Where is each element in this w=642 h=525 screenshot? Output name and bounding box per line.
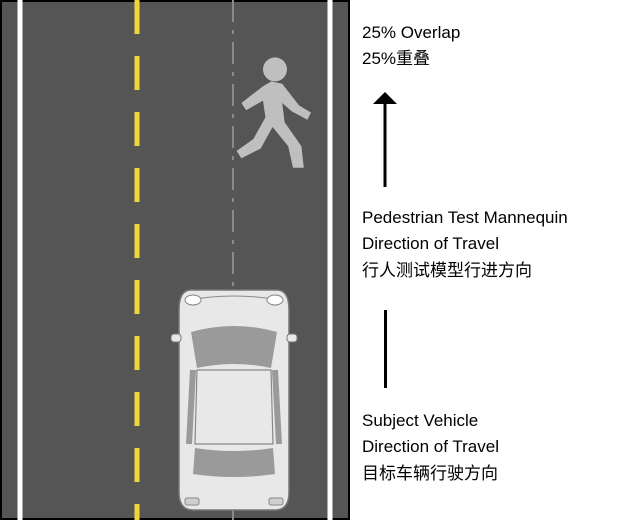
overlap-label: 25% Overlap 25%重叠 — [362, 20, 460, 73]
pedestrian-zh: 行人测试模型行进方向 — [362, 258, 568, 284]
vehicle-en-1: Subject Vehicle — [362, 408, 499, 434]
labels-panel: 25% Overlap 25%重叠 Pedestrian Test Manneq… — [350, 0, 642, 520]
pedestrian-en-2: Direction of Travel — [362, 231, 568, 257]
vehicle-en-2: Direction of Travel — [362, 434, 499, 460]
pedestrian-direction-arrow — [371, 92, 399, 192]
pedestrian-direction-label: Pedestrian Test Mannequin Direction of T… — [362, 205, 568, 284]
overlap-en: 25% Overlap — [362, 20, 460, 46]
road-scene — [0, 0, 350, 520]
vehicle-direction-line — [382, 310, 389, 393]
diagram-root: 25% Overlap 25%重叠 Pedestrian Test Manneq… — [0, 0, 642, 520]
subject-vehicle-icon — [171, 290, 297, 510]
vehicle-zh: 目标车辆行驶方向 — [362, 461, 499, 487]
overlap-zh: 25%重叠 — [362, 46, 460, 72]
pedestrian-en-1: Pedestrian Test Mannequin — [362, 205, 568, 231]
vehicle-direction-label: Subject Vehicle Direction of Travel 目标车辆… — [362, 408, 499, 487]
